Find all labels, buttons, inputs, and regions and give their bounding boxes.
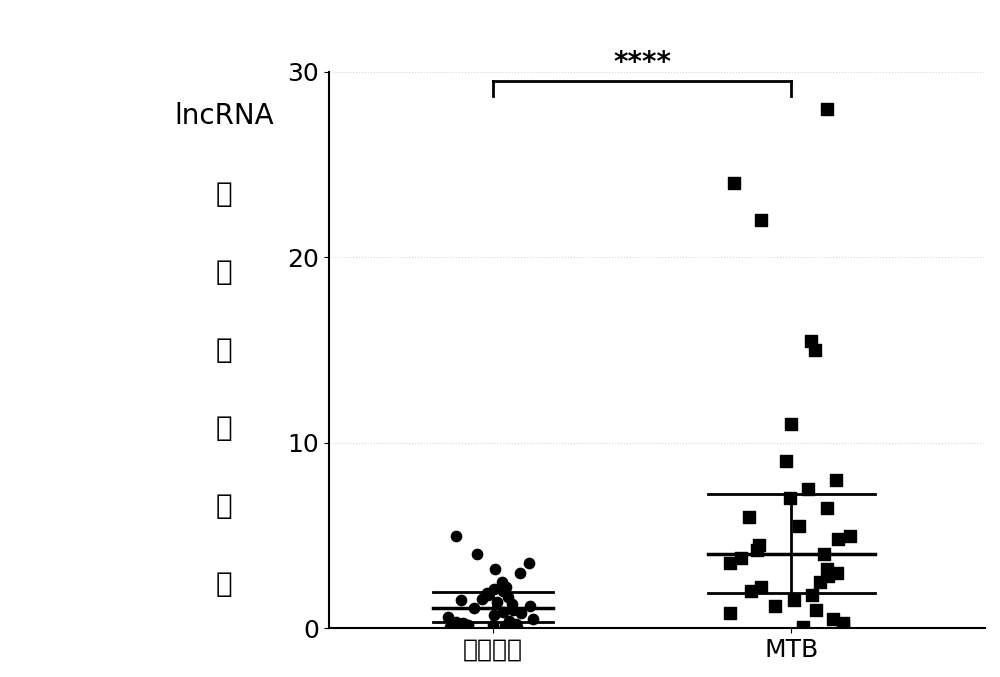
Point: [726, 177, 742, 188]
Point: [486, 584, 502, 594]
Point: [753, 582, 769, 593]
Point: [835, 617, 851, 628]
Point: [440, 612, 456, 623]
Point: [479, 588, 495, 598]
Point: [733, 552, 749, 563]
Point: [803, 335, 819, 346]
Point: [525, 613, 541, 624]
Point: [480, 590, 496, 600]
Text: 平: 平: [216, 570, 232, 598]
Point: [795, 622, 811, 633]
Point: [749, 545, 765, 556]
Text: 表: 表: [216, 336, 232, 364]
Point: [522, 600, 538, 611]
Point: [455, 617, 471, 628]
Point: [458, 619, 474, 630]
Point: [835, 621, 851, 632]
Point: [448, 530, 464, 541]
Point: [722, 558, 738, 569]
Point: [804, 590, 820, 600]
Point: [751, 540, 767, 550]
Point: [460, 619, 476, 630]
Point: [442, 621, 458, 632]
Point: [500, 591, 516, 602]
Point: [474, 593, 490, 604]
Point: [495, 606, 511, 617]
Point: [448, 616, 464, 627]
Point: [842, 530, 858, 541]
Point: [485, 620, 501, 631]
Point: [819, 563, 835, 574]
Point: [507, 621, 523, 632]
Text: 水: 水: [216, 492, 232, 520]
Point: [501, 615, 517, 626]
Point: [816, 548, 832, 559]
Point: [513, 608, 529, 619]
Text: 相: 相: [216, 180, 232, 208]
Point: [812, 577, 828, 588]
Point: [509, 622, 525, 633]
Point: [741, 512, 757, 523]
Point: [782, 493, 798, 504]
Point: [828, 475, 844, 485]
Point: [807, 345, 823, 355]
Point: [498, 582, 514, 593]
Point: [508, 618, 524, 629]
Point: [819, 104, 835, 114]
Text: lncRNA: lncRNA: [174, 102, 274, 130]
Point: [504, 598, 520, 609]
Point: [783, 419, 799, 430]
Point: [808, 605, 824, 615]
Point: [521, 558, 537, 569]
Point: [791, 521, 807, 531]
Point: [767, 600, 783, 611]
Point: [743, 586, 759, 596]
Point: [489, 597, 505, 608]
Point: [830, 533, 846, 544]
Point: [819, 502, 835, 513]
Text: ****: ****: [613, 49, 671, 77]
Point: [825, 613, 841, 624]
Point: [722, 608, 738, 619]
Text: 对: 对: [216, 258, 232, 286]
Point: [487, 563, 503, 574]
Point: [495, 586, 511, 596]
Text: 达: 达: [216, 414, 232, 442]
Point: [786, 595, 802, 606]
Point: [497, 621, 513, 632]
Point: [800, 483, 816, 494]
Point: [494, 577, 510, 588]
Point: [505, 605, 521, 615]
Point: [778, 456, 794, 466]
Point: [453, 595, 469, 606]
Point: [486, 610, 502, 621]
Point: [829, 567, 845, 578]
Point: [820, 571, 836, 582]
Point: [753, 215, 769, 225]
Point: [512, 567, 528, 578]
Point: [466, 603, 482, 613]
Point: [469, 548, 485, 559]
